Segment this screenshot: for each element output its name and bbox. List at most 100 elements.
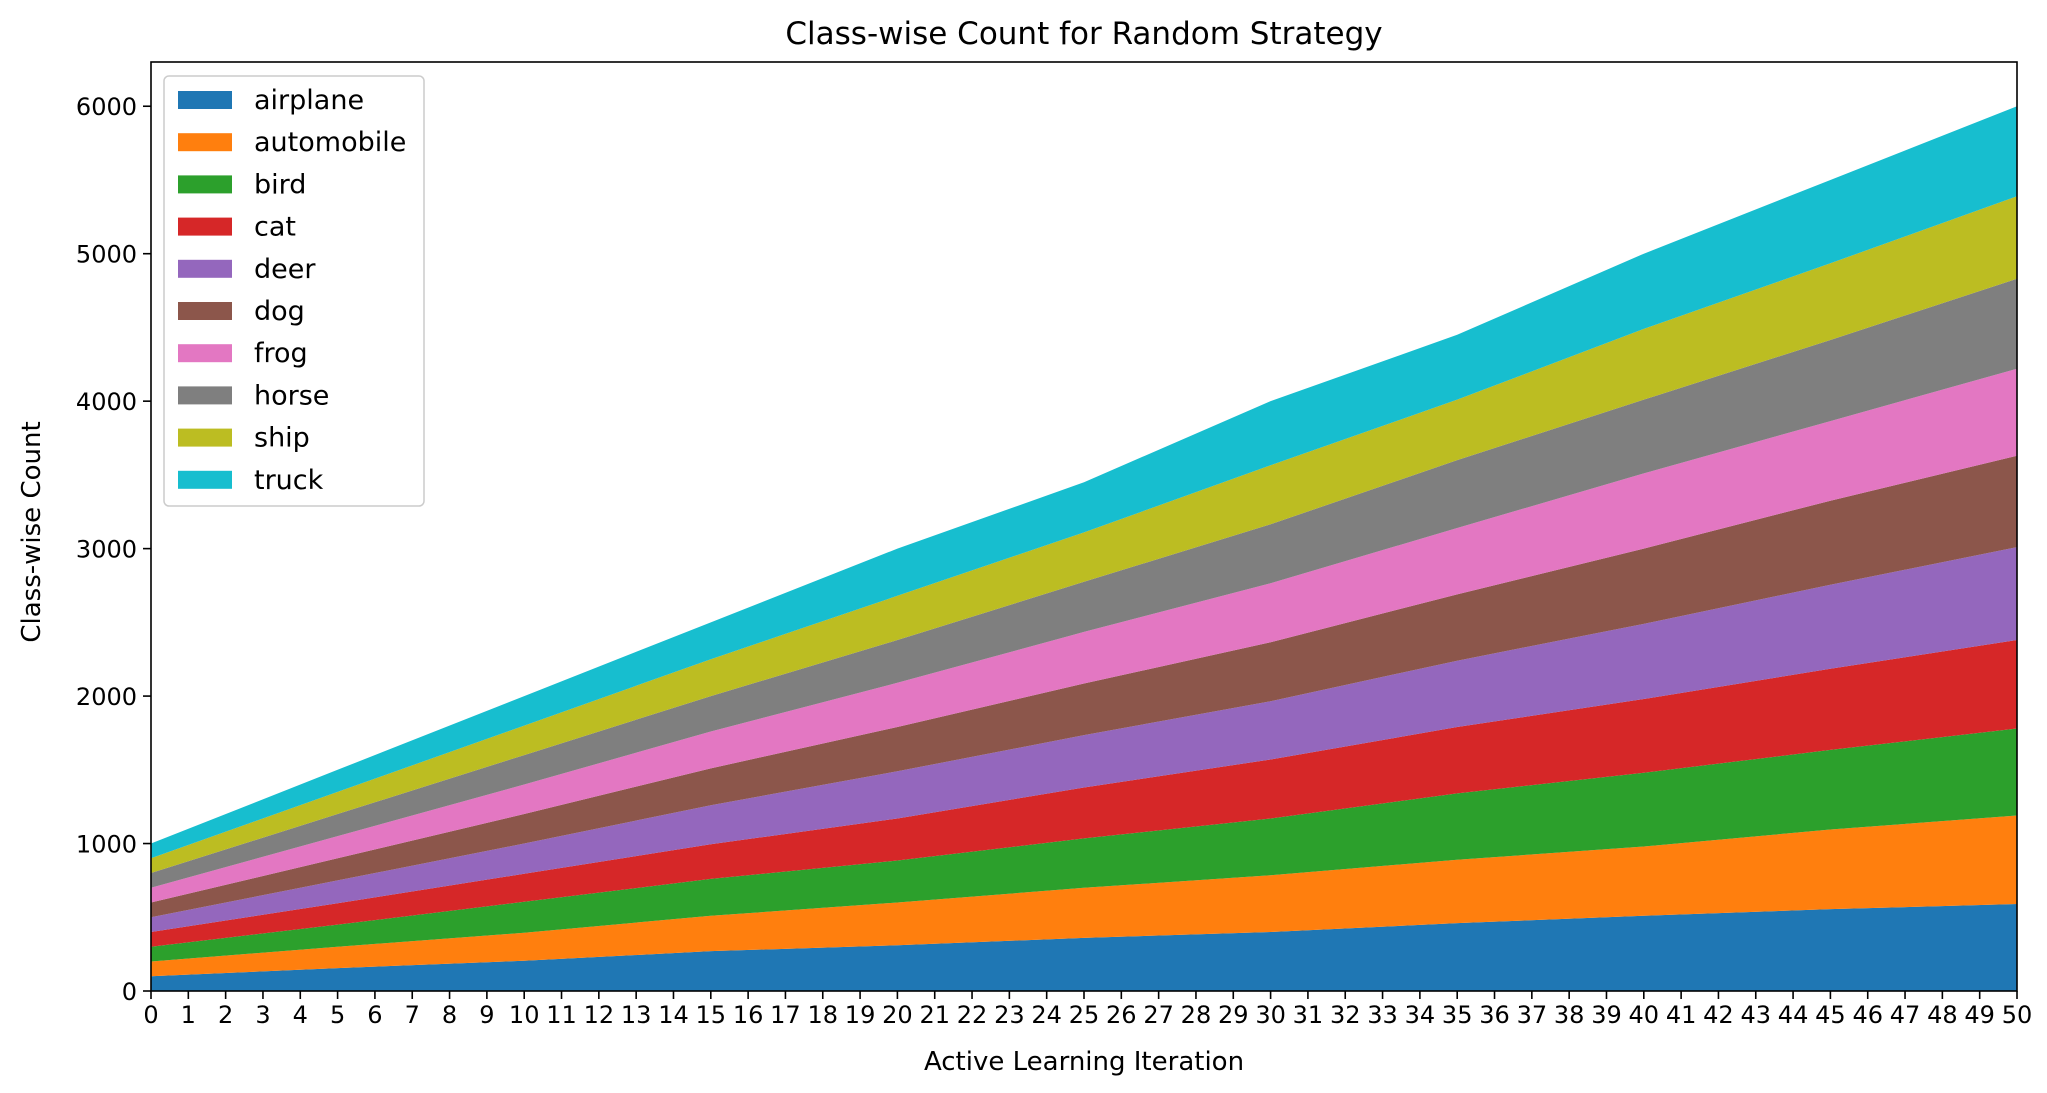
area-bird (151, 728, 2017, 962)
x-tick-label: 21 (919, 1001, 950, 1029)
legend-entry-cat: cat (178, 212, 296, 243)
y-tick-label: 0 (122, 978, 137, 1006)
x-tick-label: 0 (143, 1001, 158, 1029)
x-tick-label: 44 (1778, 1001, 1809, 1029)
y-axis: 0 1000 2000 3000 4000 5000 6000 (76, 93, 151, 1006)
legend-entry-bird: bird (178, 169, 306, 200)
area-ship (151, 196, 2017, 874)
x-tick-label: 41 (1666, 1001, 1697, 1029)
x-tick-label: 50 (2002, 1001, 2033, 1029)
area-truck (151, 106, 2017, 859)
legend-swatch (178, 133, 232, 152)
legend-label: deer (254, 254, 316, 285)
x-tick-label: 22 (957, 1001, 988, 1029)
area-airplane (151, 903, 2017, 991)
x-tick-label: 42 (1703, 1001, 1734, 1029)
x-tick-label: 25 (1069, 1001, 1100, 1029)
legend-swatch (178, 91, 232, 109)
legend-label: frog (254, 338, 308, 369)
legend-entry-horse: horse (178, 380, 329, 411)
y-tick-label: 3000 (76, 536, 137, 564)
y-tick-label: 6000 (76, 93, 137, 121)
legend-swatch (178, 259, 232, 278)
legend-label: dog (254, 296, 305, 327)
x-tick-label: 45 (1815, 1001, 1846, 1029)
x-tick-label: 11 (546, 1001, 577, 1029)
x-axis-label: Active Learning Iteration (924, 1047, 1244, 1077)
x-tick-label: 3 (255, 1001, 270, 1029)
x-tick-label: 1 (181, 1001, 196, 1029)
legend-label: automobile (254, 127, 406, 158)
x-tick-label: 5 (330, 1001, 345, 1029)
area-deer (151, 547, 2017, 933)
x-tick-label: 29 (1218, 1001, 1249, 1029)
x-tick-label: 48 (1927, 1001, 1958, 1029)
x-tick-label: 18 (807, 1001, 838, 1029)
x-tick-label: 9 (479, 1001, 494, 1029)
x-tick-label: 27 (1143, 1001, 1174, 1029)
x-tick-label: 30 (1255, 1001, 1286, 1029)
legend-entry-dog: dog (178, 296, 305, 327)
legend-label: airplane (254, 85, 364, 116)
x-tick-label: 17 (770, 1001, 801, 1029)
x-tick-label: 26 (1106, 1001, 1137, 1029)
legend-swatch (178, 428, 232, 447)
legend-label: horse (254, 380, 329, 411)
legend-swatch (178, 470, 232, 489)
x-tick-label: 37 (1517, 1001, 1548, 1029)
x-tick-label: 12 (584, 1001, 615, 1029)
x-tick-label: 47 (1890, 1001, 1921, 1029)
x-tick-label: 49 (1964, 1001, 1995, 1029)
x-tick-label: 19 (845, 1001, 876, 1029)
x-tick-label: 20 (882, 1001, 913, 1029)
legend-swatch (178, 175, 232, 194)
x-tick-label: 15 (696, 1001, 727, 1029)
legend-entry-automobile: automobile (178, 127, 406, 158)
x-tick-label: 28 (1181, 1001, 1212, 1029)
area-cat (151, 640, 2017, 947)
x-tick-label: 2 (218, 1001, 233, 1029)
legend-entry-deer: deer (178, 254, 316, 285)
x-tick-label: 23 (994, 1001, 1025, 1029)
legend-label: ship (254, 423, 310, 454)
x-tick-label: 7 (405, 1001, 420, 1029)
x-tick-label: 6 (367, 1001, 382, 1029)
legend-swatch (178, 302, 232, 320)
x-tick-label: 33 (1367, 1001, 1398, 1029)
y-axis-label: Class-wise Count (17, 421, 47, 642)
legend: airplane automobile bird cat deer dog frog hors… (163, 75, 425, 507)
legend-entry-truck: truck (178, 465, 324, 496)
legend-label: bird (254, 169, 306, 200)
x-tick-label: 14 (658, 1001, 689, 1029)
legend-label: cat (254, 212, 296, 243)
y-tick-label: 1000 (76, 831, 137, 859)
x-tick-label: 46 (1852, 1001, 1883, 1029)
x-tick-label: 34 (1405, 1001, 1436, 1029)
x-tick-label: 10 (509, 1001, 540, 1029)
legend-swatch (178, 386, 232, 405)
area-horse (151, 278, 2017, 888)
legend-entry-frog: frog (178, 338, 308, 369)
legend-label: truck (254, 465, 324, 496)
chart-title: Class-wise Count for Random Strategy (785, 16, 1382, 52)
y-tick-label: 2000 (76, 683, 137, 711)
x-tick-label: 4 (293, 1001, 308, 1029)
legend-entry-airplane: airplane (178, 85, 364, 116)
x-tick-label: 8 (442, 1001, 457, 1029)
x-tick-label: 35 (1442, 1001, 1473, 1029)
legend-swatch (178, 217, 232, 236)
x-tick-label: 40 (1629, 1001, 1660, 1029)
x-axis: 0 1 2 3 4 5 6 7 8 9 10 11 12 13 14 15 16 17 18 19 20 21 22 23 24… (143, 991, 2032, 1029)
x-tick-label: 36 (1479, 1001, 1510, 1029)
area-layer (151, 106, 2017, 991)
legend-entry-ship: ship (178, 423, 310, 454)
area-dog (151, 455, 2017, 918)
legend-swatch (178, 344, 232, 363)
x-tick-label: 13 (621, 1001, 652, 1029)
area-frog (151, 368, 2017, 903)
x-tick-label: 31 (1293, 1001, 1324, 1029)
x-tick-label: 16 (733, 1001, 764, 1029)
x-tick-label: 43 (1740, 1001, 1771, 1029)
x-tick-label: 24 (1031, 1001, 1062, 1029)
